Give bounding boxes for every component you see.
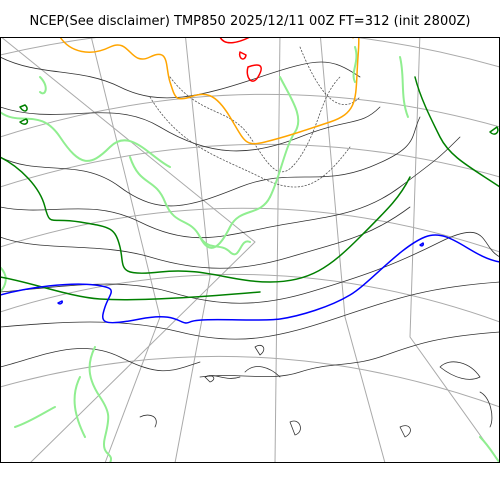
isotherm xyxy=(289,420,301,436)
coastline-segment xyxy=(0,111,171,168)
green-contour xyxy=(0,276,261,301)
parallel-line xyxy=(0,37,500,68)
meridian-line xyxy=(0,37,256,463)
isotherm xyxy=(399,425,411,438)
coastline-segment xyxy=(479,436,500,463)
blue-contour xyxy=(57,300,63,305)
parallel-line xyxy=(0,355,500,408)
isotherm xyxy=(439,361,481,380)
isotherm xyxy=(204,375,215,383)
blue-contour xyxy=(0,234,500,324)
green-contour xyxy=(0,156,411,283)
green-contour xyxy=(19,118,29,125)
isotherm xyxy=(479,391,493,428)
isotherm-lines xyxy=(0,56,500,438)
isotherm-orange xyxy=(59,37,360,145)
isotherm xyxy=(0,348,201,372)
isotherm xyxy=(0,231,500,304)
isotherm xyxy=(0,136,461,239)
parallel-line xyxy=(0,93,500,138)
orange-contour xyxy=(59,37,360,145)
isotherm xyxy=(149,96,351,188)
isotherm xyxy=(244,366,281,378)
green-contour xyxy=(414,76,500,188)
coastline-segment xyxy=(73,376,86,438)
isotherm xyxy=(0,56,361,99)
isotherm xyxy=(0,116,421,207)
meridian-line xyxy=(174,37,211,463)
parallel-line xyxy=(0,143,500,188)
meridian-line xyxy=(274,37,281,463)
green-contour xyxy=(19,104,28,112)
temperature-map xyxy=(0,37,500,463)
isotherm xyxy=(199,331,500,378)
coastline-segment xyxy=(199,236,251,256)
isotherm xyxy=(169,76,341,172)
isotherm-blue xyxy=(0,234,500,324)
coastline-segment xyxy=(269,76,300,198)
isotherm-green xyxy=(0,76,500,301)
parallel-line xyxy=(0,207,500,253)
map-title: NCEP(See disclaimer) TMP850 2025/12/11 0… xyxy=(29,14,471,29)
coastline-segment xyxy=(129,156,271,249)
coastline-segment xyxy=(14,406,56,428)
coastline-segment xyxy=(399,56,409,118)
isotherm xyxy=(0,206,411,269)
meridian-line xyxy=(409,37,500,463)
parallel-line xyxy=(0,273,500,323)
coastline-segment xyxy=(0,266,7,293)
coastline-segment xyxy=(88,346,113,463)
isotherm xyxy=(254,344,265,356)
red-contour xyxy=(219,37,251,44)
coastline-segment xyxy=(39,76,47,95)
isotherm xyxy=(299,46,361,106)
meridian-line xyxy=(319,37,386,463)
isotherm xyxy=(0,106,381,152)
green-contour xyxy=(489,126,499,135)
blue-contour xyxy=(419,242,424,247)
coastline-segment xyxy=(352,46,358,83)
red-contour xyxy=(246,64,262,82)
red-contour xyxy=(238,51,247,60)
coastline xyxy=(0,46,500,463)
isotherm-red xyxy=(219,37,262,82)
isotherm xyxy=(0,281,500,340)
isotherm xyxy=(139,414,157,428)
dotted-isotherms xyxy=(149,46,361,188)
